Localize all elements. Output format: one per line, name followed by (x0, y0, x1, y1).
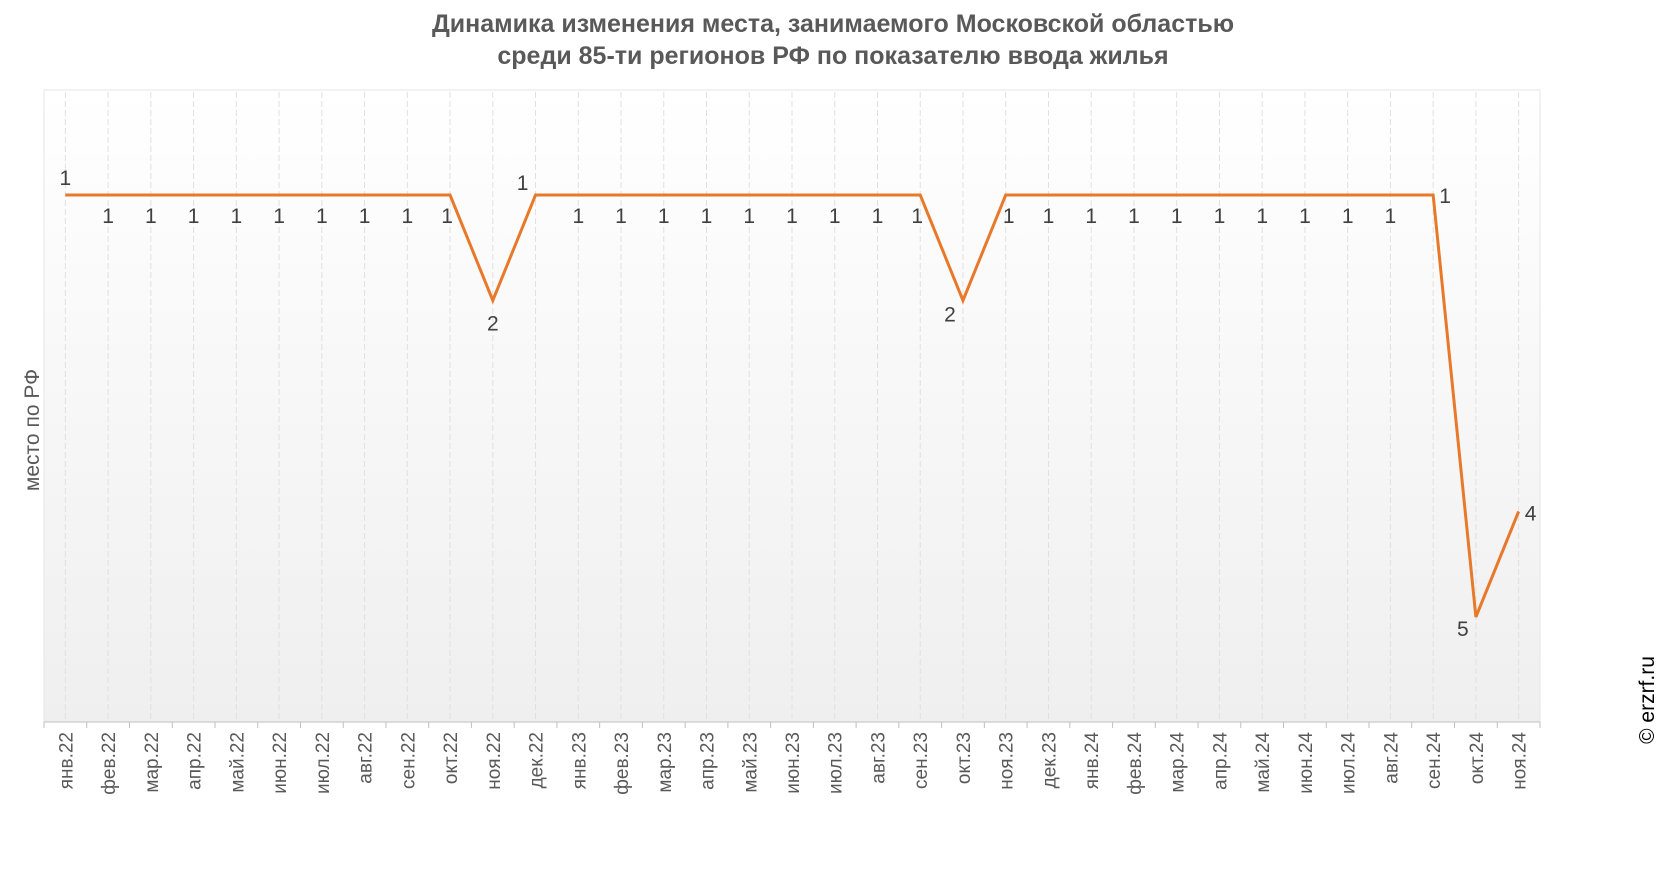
copyright-text: © erzrf.ru (1636, 656, 1659, 744)
chart-title-line-1: Динамика изменения места, занимаемого Мо… (431, 10, 1235, 38)
x-tick-label: авг.22 (356, 732, 377, 784)
x-tick-label: сен.24 (1424, 732, 1445, 789)
data-label: 1 (872, 205, 884, 228)
data-label: 1 (615, 205, 627, 228)
chart-title: Динамика изменения места, занимаемого Мо… (0, 8, 1666, 72)
x-tick-label: ноя.22 (484, 732, 505, 790)
x-tick-label: сен.22 (398, 732, 419, 789)
x-tick-label: мар.22 (142, 732, 163, 793)
x-tick-label: май.22 (227, 732, 248, 793)
x-tick-label: янв.23 (569, 732, 590, 789)
x-tick-label: окт.23 (954, 732, 975, 784)
x-tick-label: фев.22 (99, 732, 120, 795)
grid-lines (64, 92, 1520, 722)
y-axis-title: место по РФ (21, 368, 44, 492)
data-label: 1 (188, 205, 200, 228)
data-label: 2 (487, 313, 499, 336)
data-label: 1 (60, 167, 72, 190)
data-labels: 1 1 1 1 1 1 1 1 1 1 2 1 1 1 1 1 1 1 1 1 1 2 1 1 1 1 1 1 1 1 1 1 1 5 4 (60, 167, 1537, 641)
x-tick-label: июл.24 (1339, 732, 1360, 794)
x-tick-label: фев.23 (612, 732, 633, 795)
x-tick-label: мар.23 (655, 732, 676, 793)
data-label: 1 (401, 205, 413, 228)
x-tick-label: май.24 (1253, 732, 1274, 793)
x-tick-label: июн.22 (270, 732, 291, 794)
x-tick-label: янв.24 (1082, 732, 1103, 790)
data-label: 1 (911, 205, 923, 228)
x-tick-label: ноя.24 (1510, 732, 1531, 790)
x-axis-tick-labels: янв.22 фев.22 мар.22 апр.22 май.22 июн.22 июл.… (56, 732, 1530, 795)
data-label: 1 (1003, 205, 1015, 228)
data-label: 4 (1525, 503, 1537, 526)
x-tick-label: апр.24 (1210, 732, 1231, 790)
data-label: 1 (517, 172, 529, 195)
data-label: 1 (1043, 205, 1055, 228)
data-label: 1 (230, 205, 242, 228)
x-tick-label: мар.24 (1168, 732, 1189, 793)
data-label: 1 (1256, 205, 1268, 228)
data-label: 1 (273, 205, 285, 228)
x-tick-label: дек.22 (527, 732, 548, 788)
data-label: 1 (1385, 205, 1397, 228)
data-label: 1 (316, 205, 328, 228)
x-tick-label: июн.24 (1296, 732, 1317, 794)
x-tick-label: окт.24 (1467, 732, 1488, 785)
data-label: 1 (743, 205, 755, 228)
series-line (65, 193, 1521, 618)
data-label: 1 (701, 205, 713, 228)
x-tick-label: апр.23 (698, 732, 719, 790)
data-label: 1 (1171, 205, 1183, 228)
chart-title-line-2: среди 85-ти регионов РФ по показателю вв… (497, 42, 1169, 70)
x-tick-label: авг.23 (868, 732, 889, 784)
x-axis-ticks (43, 722, 1541, 728)
data-label: 1 (1342, 205, 1354, 228)
x-tick-label: янв.22 (56, 732, 77, 789)
data-label: 1 (1128, 205, 1140, 228)
data-label: 1 (786, 205, 798, 228)
x-tick-label: фев.24 (1125, 732, 1146, 795)
data-label: 1 (1439, 185, 1451, 208)
x-tick-label: авг.24 (1381, 732, 1402, 784)
x-tick-label: сен.23 (911, 732, 932, 789)
data-label: 1 (658, 205, 670, 228)
x-tick-label: май.23 (740, 732, 761, 793)
data-label: 1 (572, 205, 584, 228)
x-tick-label: ноя.23 (997, 732, 1018, 790)
data-label: 1 (145, 205, 157, 228)
data-label: 1 (829, 205, 841, 228)
data-label: 1 (1299, 205, 1311, 228)
x-tick-label: июл.22 (313, 732, 334, 794)
data-label: 1 (359, 205, 371, 228)
data-label: 5 (1457, 618, 1469, 641)
data-label: 2 (944, 304, 956, 327)
x-tick-label: дек.23 (1039, 732, 1060, 788)
data-label: 1 (441, 205, 453, 228)
data-label: 1 (1214, 205, 1226, 228)
x-tick-label: окт.22 (441, 732, 462, 784)
data-label: 1 (102, 205, 114, 228)
x-tick-label: июл.23 (826, 732, 847, 794)
x-tick-label: апр.22 (185, 732, 206, 790)
data-label: 1 (1085, 205, 1097, 228)
x-tick-label: июн.23 (783, 732, 804, 794)
